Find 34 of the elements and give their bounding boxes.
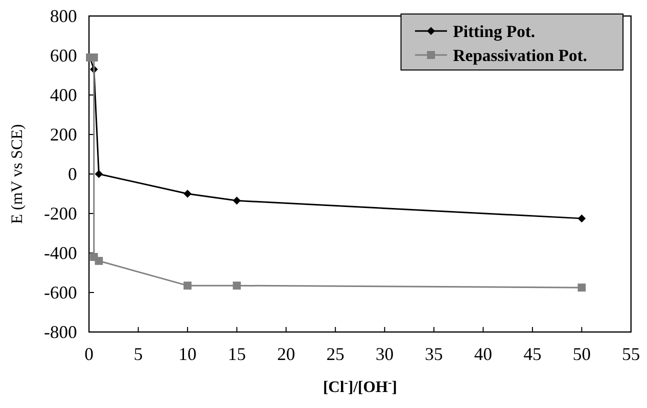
point	[94, 170, 103, 178]
point	[94, 256, 103, 265]
x-tick-label: 10	[178, 344, 197, 364]
y-tick-label: 0	[68, 164, 77, 184]
x-tick-label: 0	[84, 344, 94, 364]
x-tick-label: 45	[523, 344, 542, 364]
point	[578, 214, 586, 222]
x-tick-label: 5	[134, 344, 143, 364]
y-tick-label: -200	[44, 204, 77, 224]
y-tick-label: -600	[44, 282, 77, 302]
y-tick-label: 800	[50, 6, 77, 26]
point	[578, 284, 586, 292]
x-tick-label: 15	[228, 344, 246, 364]
y-tick-label: -400	[44, 243, 77, 263]
x-tick-label: 55	[622, 344, 640, 364]
y-tick-label: 400	[50, 85, 77, 105]
x-axis-title: [Cl$^{-}$]/[OH$^{-}$]	[322, 377, 398, 396]
x-tick-label: 20	[277, 344, 296, 364]
x-tick-label: 40	[474, 344, 492, 364]
point	[184, 282, 192, 290]
y-tick-label: 600	[50, 46, 77, 66]
y-tick-label: 200	[50, 124, 77, 144]
x-tick-label: 25	[326, 344, 344, 364]
y-tick-label: -800	[44, 322, 77, 342]
legend-label: Repassivation Pot.	[453, 46, 588, 65]
x-tick-label: 30	[376, 344, 394, 364]
y-axis-title: E (mV vs SCE)	[9, 124, 26, 224]
x-tick-label: 35	[424, 344, 443, 364]
point	[90, 53, 98, 62]
legend-label: Pitting Pot.	[453, 22, 536, 41]
point	[232, 196, 241, 205]
point	[232, 282, 241, 290]
x-tick-label: 50	[572, 344, 591, 364]
point	[184, 190, 192, 198]
